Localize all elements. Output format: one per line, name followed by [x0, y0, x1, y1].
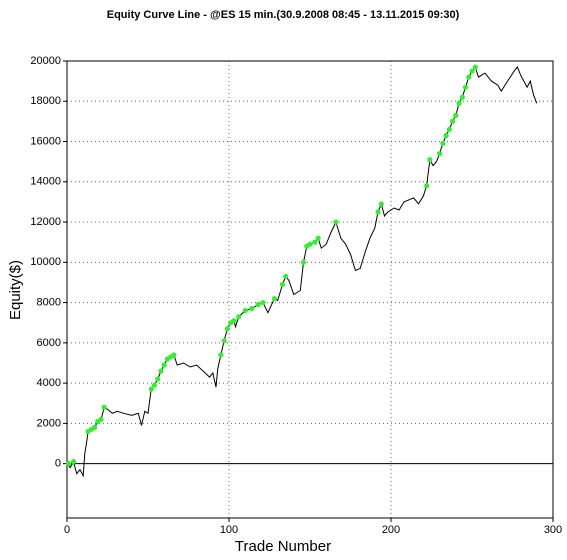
new-high-marker [271, 295, 277, 302]
new-high-marker [300, 259, 307, 265]
new-high-marker [469, 68, 475, 74]
new-high-marker [378, 201, 384, 207]
y-axis-label: Equity($) [7, 260, 24, 320]
new-high-marker [440, 140, 446, 147]
y-tick-label: 12000 [30, 216, 61, 228]
new-high-marker [279, 281, 286, 288]
new-high-marker [255, 301, 261, 308]
y-tick-label: 8000 [37, 296, 61, 308]
y-tick-label: 4000 [37, 377, 61, 389]
new-high-marker [161, 362, 167, 368]
x-tick-label: 200 [382, 524, 400, 536]
equity-line [66, 65, 538, 478]
new-high-marker [307, 241, 313, 247]
new-high-marker [236, 314, 242, 320]
new-high-marker [98, 416, 104, 422]
new-high-marker [218, 352, 224, 358]
y-tick-label: 2000 [37, 417, 61, 429]
new-high-marker [151, 382, 158, 388]
new-high-marker [249, 306, 255, 312]
new-high-marker [155, 376, 161, 382]
y-tick-label: 16000 [30, 135, 61, 147]
new-high-marker [375, 209, 381, 215]
new-high-marker [221, 338, 227, 344]
new-high-marker [462, 84, 469, 90]
new-high-marker [283, 273, 289, 280]
new-high-marker [453, 112, 459, 118]
plot-frame [66, 60, 554, 519]
new-high-marker [66, 461, 72, 467]
new-high-marker [424, 183, 430, 189]
new-high-marker [427, 157, 433, 163]
new-high-marker [443, 132, 449, 139]
new-high-marker [315, 235, 321, 241]
new-high-marker [333, 219, 339, 225]
new-high-marker [242, 308, 248, 314]
new-high-marker [91, 424, 98, 431]
new-high-marker [260, 299, 266, 306]
new-high-marker [446, 126, 452, 133]
y-tick-label: 10000 [30, 256, 61, 268]
new-high-marker [231, 318, 237, 324]
new-high-marker [449, 118, 456, 124]
new-high-marker [459, 94, 465, 100]
new-high-marker [437, 151, 443, 157]
new-high-marker [466, 74, 472, 80]
y-tick-label: 0 [55, 458, 61, 470]
x-tick-label: 300 [544, 524, 562, 536]
y-tick-label: 20000 [30, 55, 61, 67]
new-high-marker [456, 100, 462, 106]
new-high-marker [312, 239, 318, 245]
new-high-marker [158, 368, 164, 374]
x-tick-label: 0 [64, 524, 70, 536]
y-tick-label: 14000 [30, 176, 61, 188]
new-high-marker [472, 64, 478, 70]
new-high-marker [70, 459, 77, 465]
chart-title: Equity Curve Line - @ES 15 min.(30.9.200… [107, 9, 460, 21]
new-high-marker [171, 352, 177, 358]
x-tick-label: 100 [220, 524, 238, 536]
x-axis-label: Trade Number [235, 538, 331, 555]
y-tick-label: 18000 [30, 95, 61, 107]
new-high-marker [148, 386, 154, 392]
new-high-marker [224, 326, 230, 332]
y-tick-label: 6000 [37, 337, 61, 349]
new-high-marker [101, 404, 107, 410]
